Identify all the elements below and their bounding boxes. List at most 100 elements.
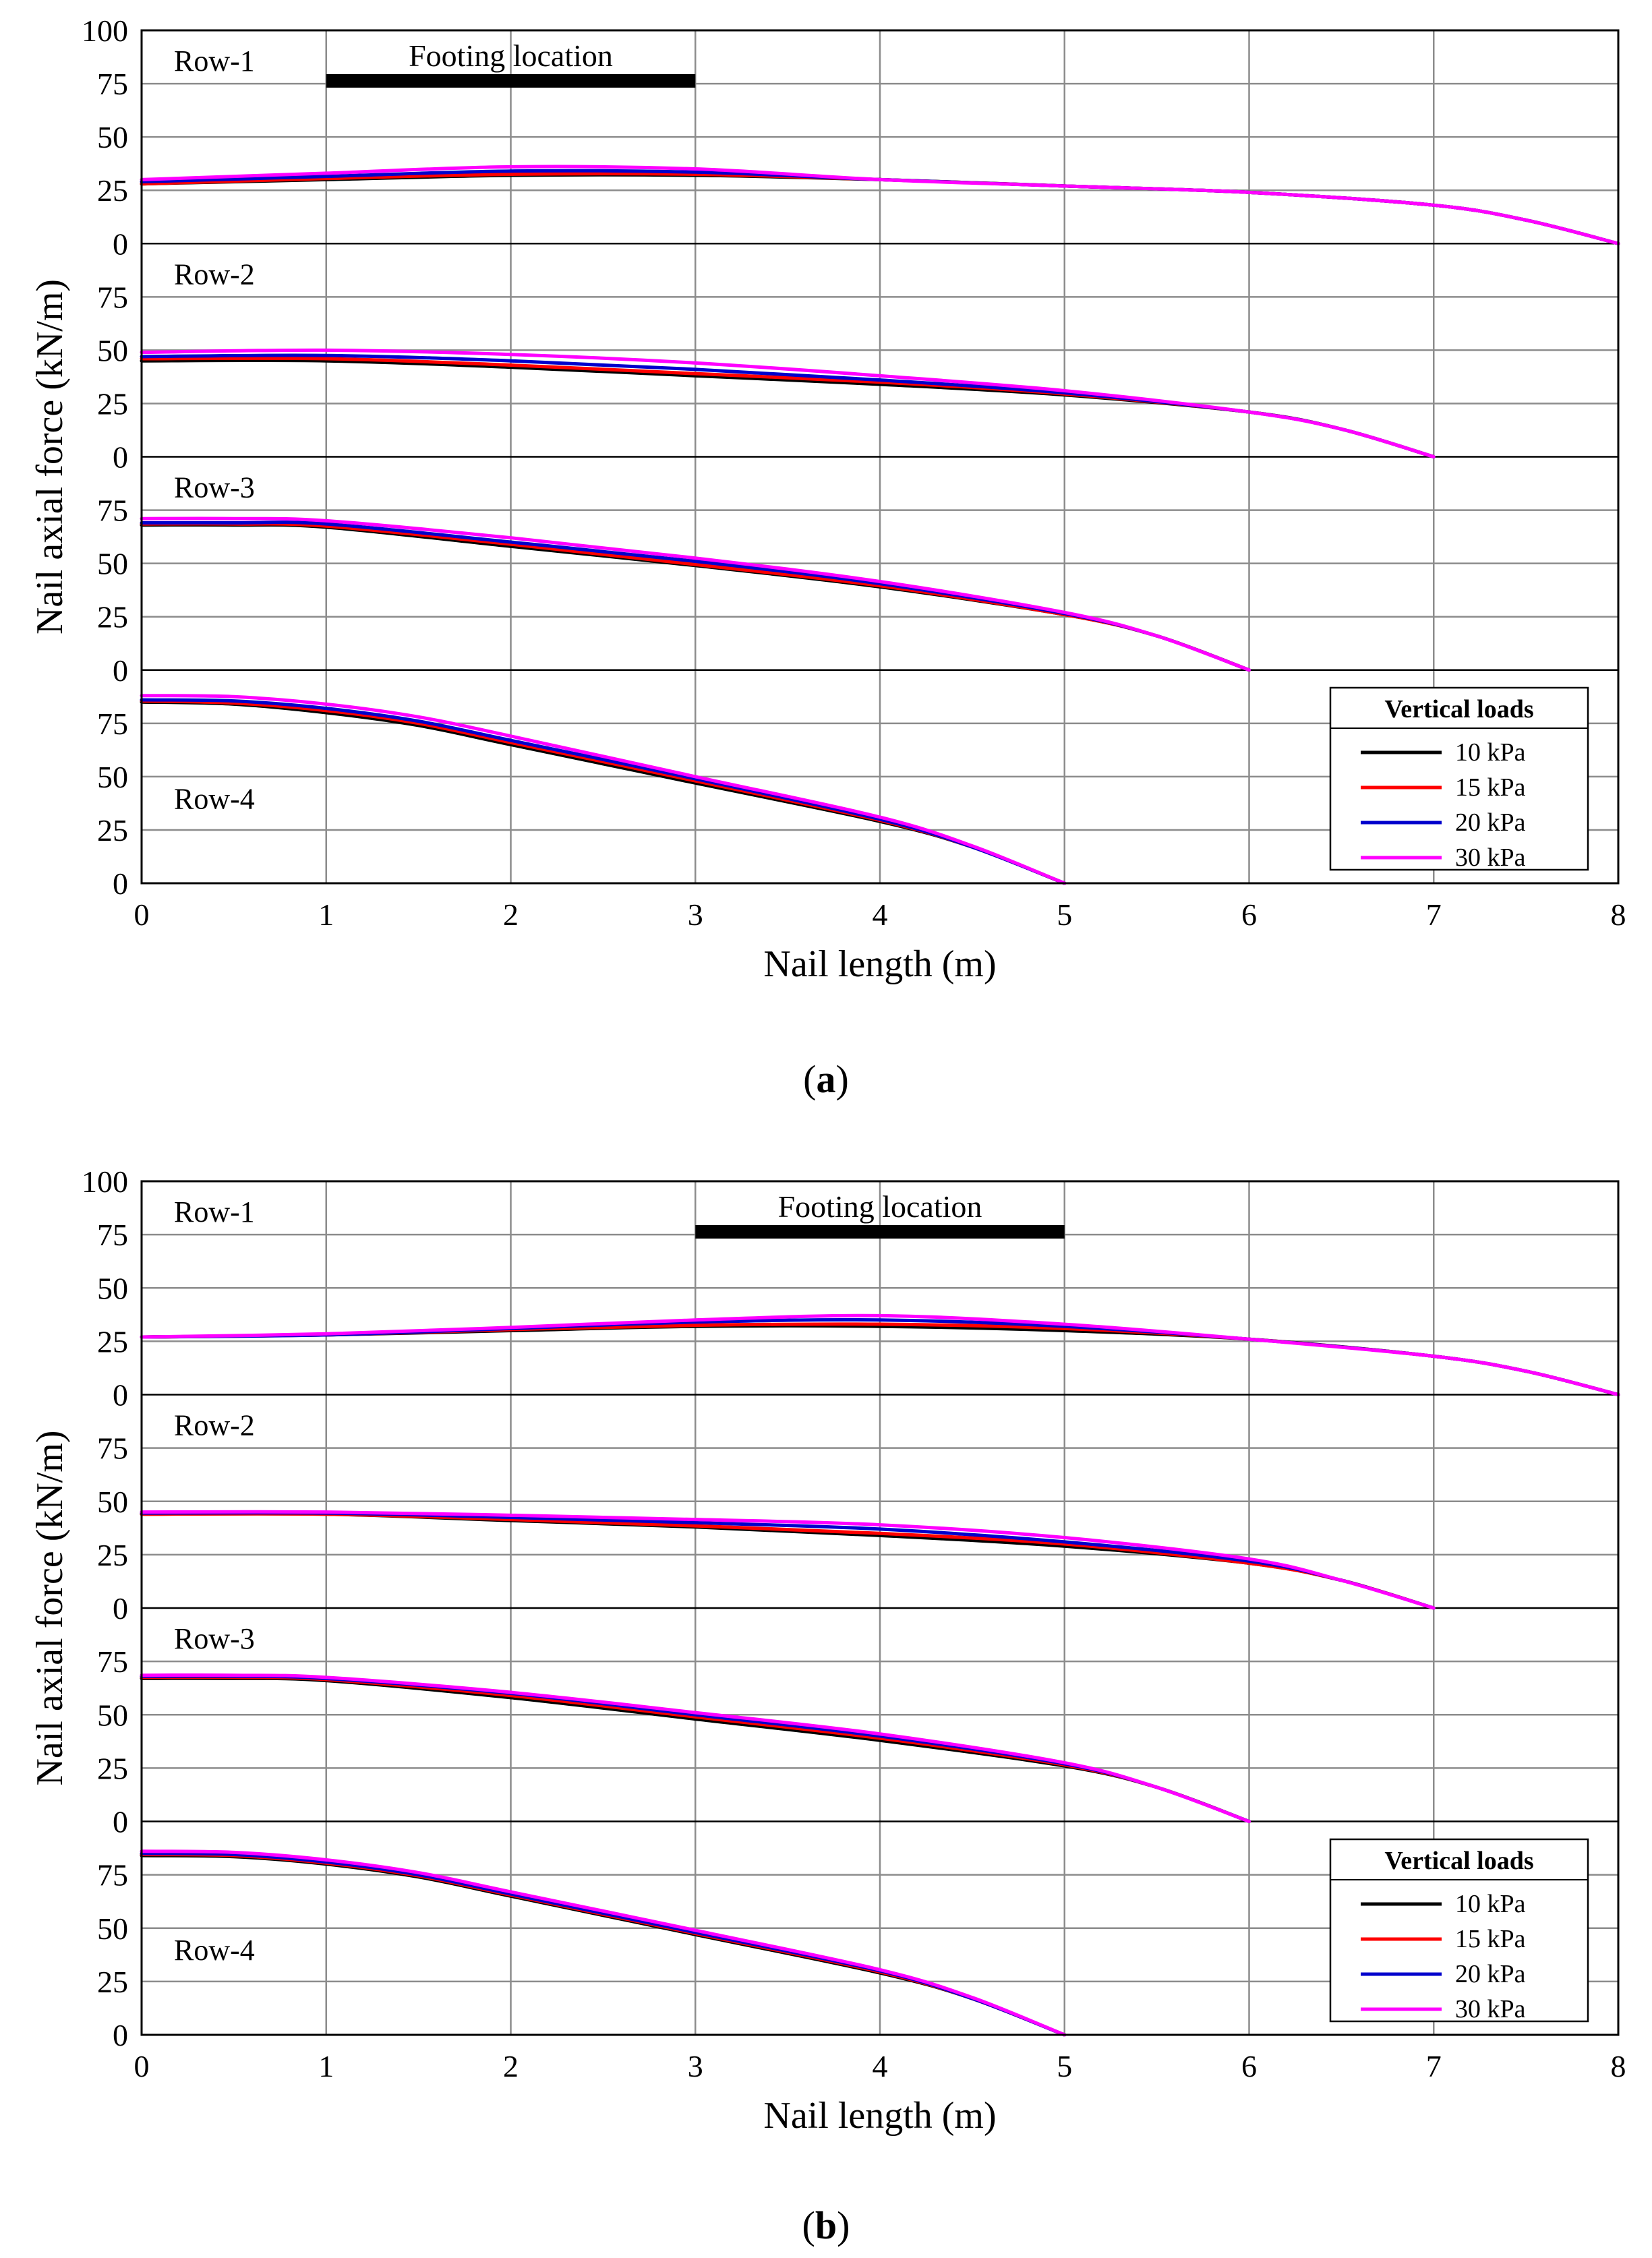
legend-entry-label: 20 kPa — [1455, 808, 1526, 837]
plot-frame — [140, 29, 1620, 885]
y-tick-label: 75 — [97, 1644, 128, 1679]
row-label: Row-1 — [174, 1195, 255, 1228]
x-tick-label: 3 — [688, 2049, 703, 2083]
legend-entry-label: 20 kPa — [1455, 1960, 1526, 1988]
y-tick-label: 75 — [97, 1218, 128, 1252]
y-tick-label: 25 — [97, 173, 128, 208]
y-tick-label: 50 — [97, 1698, 128, 1732]
series-line-30-kpa — [140, 1510, 1436, 1610]
series-line-30-kpa — [140, 348, 1436, 458]
legend-box — [1329, 686, 1589, 871]
legend-entry-label: 10 kPa — [1455, 738, 1526, 767]
x-tick-label: 2 — [503, 2049, 519, 2083]
x-tick-label: 2 — [503, 897, 519, 932]
series-line-30-kpa — [140, 1673, 1251, 1823]
row-label: Row-4 — [174, 782, 255, 815]
x-tick-label: 1 — [318, 2049, 334, 2083]
series-line-30-kpa — [140, 1849, 1067, 2037]
footing-location-label: Footing location — [778, 1189, 982, 1224]
series-line-10-kpa — [140, 1853, 1067, 2037]
caption-open: ( — [802, 2203, 815, 2247]
series-line-30-kpa — [140, 1313, 1620, 1396]
row-label: Row-4 — [174, 1934, 255, 1967]
y-tick-label: 25 — [97, 600, 128, 634]
row-label: Row-3 — [174, 1622, 255, 1655]
legend-title: Vertical loads — [1384, 695, 1533, 723]
y-tick-label: 75 — [97, 494, 128, 528]
legend-entry-label: 10 kPa — [1455, 1890, 1526, 1918]
y-tick-label: 50 — [97, 1271, 128, 1305]
y-tick-label: 50 — [97, 333, 128, 367]
footing-location-label: Footing location — [409, 38, 613, 73]
series-line-30-kpa — [140, 694, 1067, 885]
y-tick-label: 75 — [97, 67, 128, 101]
y-tick-label: 25 — [97, 1965, 128, 1999]
y-tick-label: 75 — [97, 1858, 128, 1893]
y-tick-label: 50 — [97, 1485, 128, 1519]
series-line-15-kpa — [140, 1853, 1067, 2037]
y-tick-label: 50 — [97, 547, 128, 581]
y-tick-label: 0 — [113, 866, 128, 901]
y-tick-label-top: 100 — [82, 1164, 128, 1199]
series-line-30-kpa — [140, 165, 1620, 245]
row-label: Row-1 — [174, 44, 255, 78]
y-tick-label: 0 — [113, 227, 128, 261]
footing-location-bar — [326, 74, 696, 88]
row-label: Row-2 — [174, 1409, 255, 1442]
y-tick-label: 0 — [113, 653, 128, 688]
x-axis-label: Nail length (m) — [763, 2095, 996, 2137]
x-tick-label: 7 — [1426, 897, 1442, 932]
footing-location-bar — [695, 1225, 1065, 1239]
x-tick-label: 6 — [1241, 2049, 1257, 2083]
x-tick-label: 5 — [1057, 897, 1072, 932]
x-tick-label: 4 — [873, 897, 888, 932]
x-tick-label: 8 — [1611, 897, 1626, 932]
x-tick-label: 0 — [134, 2049, 150, 2083]
y-tick-label: 75 — [97, 280, 128, 314]
y-tick-label-top: 100 — [82, 13, 128, 48]
caption-close: ) — [836, 1057, 849, 1101]
y-tick-label: 50 — [97, 1911, 128, 1946]
legend-entry-label: 15 kPa — [1455, 1925, 1526, 1953]
y-axis-label: Nail axial force (kN/m) — [29, 279, 71, 634]
series-line-20-kpa — [140, 1511, 1436, 1610]
legend-entry-label: 30 kPa — [1455, 1995, 1526, 2023]
x-tick-label: 1 — [318, 897, 334, 932]
series-line-20-kpa — [140, 698, 1067, 885]
y-tick-label: 25 — [97, 1324, 128, 1359]
x-tick-label: 6 — [1241, 897, 1257, 932]
plot-frame — [140, 1180, 1620, 2036]
y-tick-label: 25 — [97, 813, 128, 848]
y-tick-label: 25 — [97, 1751, 128, 1785]
caption-letter: a — [817, 1057, 836, 1101]
row-label: Row-3 — [174, 471, 255, 504]
x-tick-label: 0 — [134, 897, 150, 932]
caption-open: ( — [803, 1057, 816, 1101]
y-tick-label: 75 — [97, 1431, 128, 1466]
y-tick-label: 50 — [97, 760, 128, 794]
y-tick-label: 0 — [113, 2018, 128, 2052]
x-axis-label: Nail length (m) — [763, 943, 996, 985]
y-axis-label: Nail axial force (kN/m) — [29, 1430, 71, 1785]
y-tick-label: 75 — [97, 707, 128, 741]
legend-entry-label: 15 kPa — [1455, 773, 1526, 802]
caption-close: ) — [837, 2203, 850, 2247]
x-tick-label: 7 — [1426, 2049, 1442, 2083]
panel-caption: (a) — [803, 1057, 849, 1101]
panel-a: 7550250Row-17550250Row-27550250Row-37550… — [29, 13, 1626, 1101]
legend-box — [1329, 1838, 1589, 2023]
y-tick-label: 0 — [113, 440, 128, 475]
x-tick-label: 8 — [1611, 2049, 1626, 2083]
x-tick-label: 5 — [1057, 2049, 1072, 2083]
panel-caption: (b) — [802, 2203, 850, 2247]
series-line-10-kpa — [140, 700, 1067, 885]
y-tick-label: 0 — [113, 1591, 128, 1626]
caption-letter: b — [815, 2203, 837, 2247]
y-tick-label: 0 — [113, 1805, 128, 1839]
y-tick-label: 0 — [113, 1378, 128, 1413]
row-label: Row-2 — [174, 258, 255, 291]
legend-title: Vertical loads — [1384, 1847, 1533, 1875]
x-tick-label: 3 — [688, 897, 703, 932]
